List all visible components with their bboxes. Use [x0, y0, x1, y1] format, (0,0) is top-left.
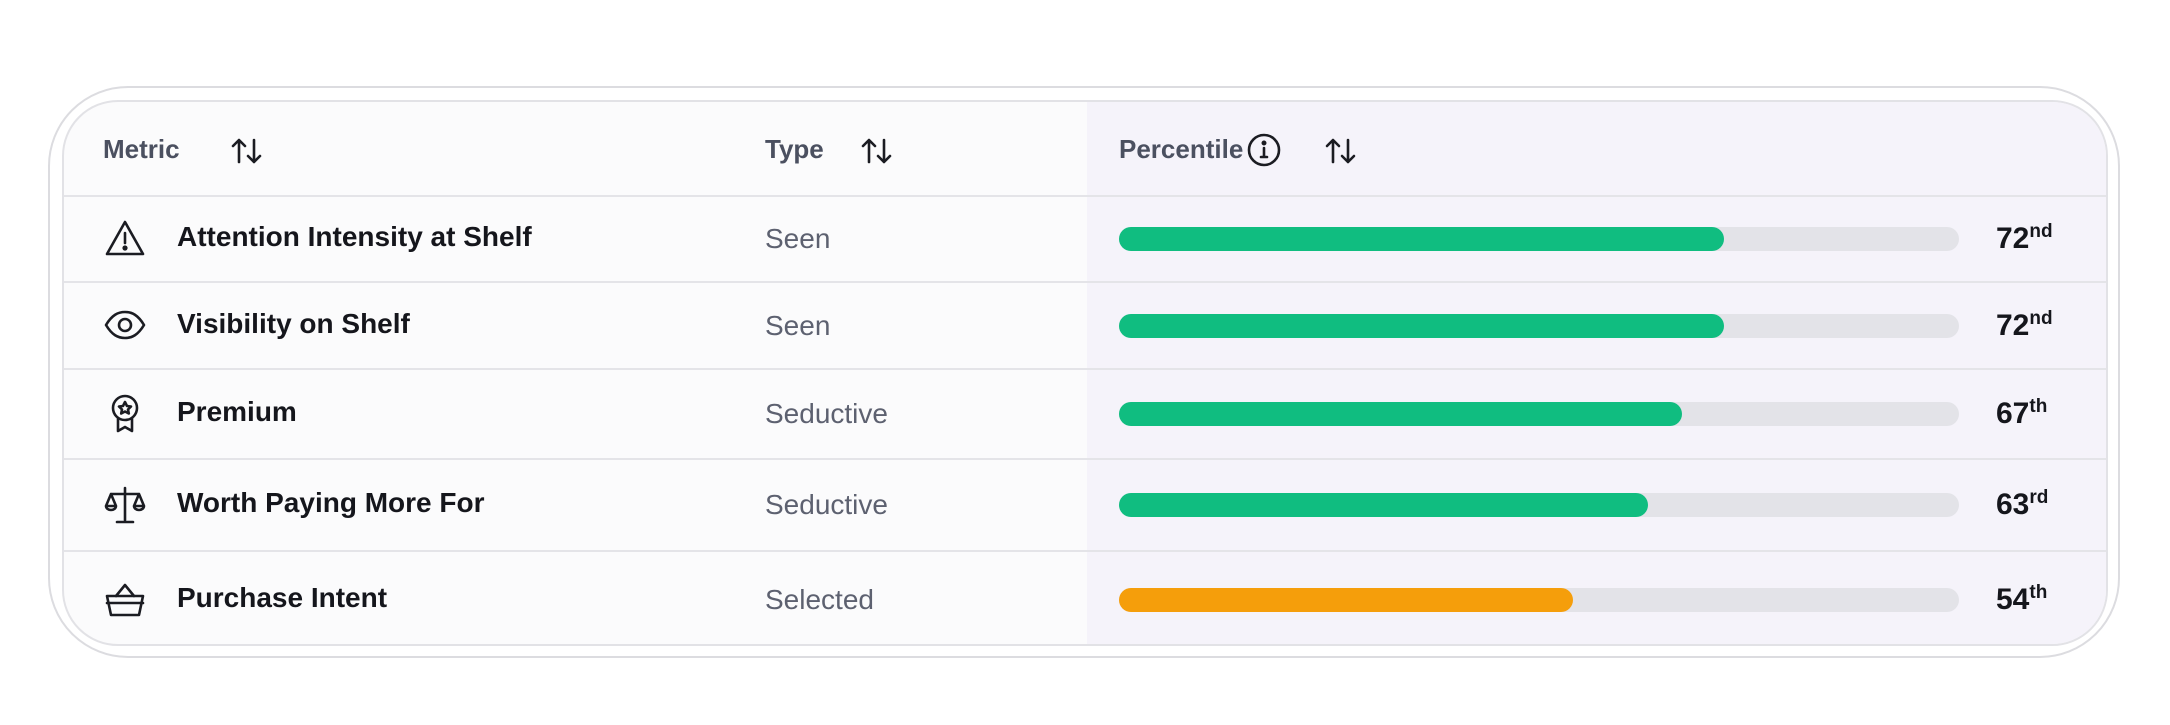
percentile-ordinal: rd: [2029, 487, 2049, 508]
header-metric[interactable]: Metric: [103, 134, 180, 164]
percentile-number: 54: [1996, 582, 2030, 616]
percentile-value: 72nd: [1996, 308, 2053, 343]
percentile-column: [1087, 102, 2106, 644]
row-separator: [64, 281, 2106, 283]
percentile-value: 67th: [1996, 396, 2047, 431]
percentile-number: 72: [1996, 308, 2030, 342]
bar-track: [1119, 493, 1959, 517]
bar-fill: [1119, 587, 1573, 612]
outer-frame: [48, 86, 2120, 658]
bar-fill: [1119, 313, 1724, 338]
percentile-number: 72: [1996, 222, 2030, 255]
percentile-ordinal: th: [2029, 396, 2048, 417]
info-icon[interactable]: [1246, 132, 1282, 168]
sort-icon[interactable]: [860, 136, 894, 166]
metric-icon: [111, 394, 139, 433]
percentile-number: 63: [1996, 488, 2030, 521]
metric-name: Attention Intensity at Shelf: [177, 221, 532, 252]
metric-icon: [104, 310, 146, 339]
bar-fill: [1119, 493, 1649, 517]
percentile-value: 63rd: [1996, 487, 2048, 522]
row-separator: [64, 458, 2106, 460]
bar-track: [1119, 587, 1959, 612]
metric-type: Selected: [765, 583, 874, 615]
bar-track: [1119, 402, 1959, 426]
metric-type: Seen: [765, 309, 831, 341]
row-separator: [64, 550, 2106, 552]
sort-icon[interactable]: [230, 136, 264, 166]
header-percentile[interactable]: Percentile: [1119, 134, 1244, 164]
bar-track: [1119, 227, 1959, 251]
percentile-ordinal: nd: [2029, 307, 2053, 329]
sort-icon[interactable]: [1324, 136, 1358, 166]
percentile-number: 67: [1996, 397, 2030, 430]
metric-type: Seductive: [765, 489, 888, 520]
bar-fill: [1119, 402, 1682, 426]
metric-name: Visibility on Shelf: [177, 307, 410, 339]
metric-name: Purchase Intent: [177, 581, 388, 613]
header-type[interactable]: Type: [765, 134, 824, 164]
metric-icon: [105, 220, 145, 256]
percentile-ordinal: nd: [2029, 221, 2053, 242]
percentile-value: 72nd: [1996, 221, 2053, 256]
row-separator: [64, 368, 2106, 370]
metric-type: Seen: [765, 223, 831, 254]
percentile-ordinal: th: [2029, 581, 2048, 603]
metric-icon: [105, 583, 145, 616]
metric-name: Worth Paying More For: [177, 487, 485, 518]
metric-type: Seductive: [765, 398, 888, 429]
metric-icon: [104, 486, 146, 524]
table-card: Metric Type Percentile Attention Intensi…: [62, 100, 2108, 646]
row-separator: [64, 195, 2106, 197]
metric-name: Premium: [177, 396, 297, 427]
bar-track: [1119, 313, 1959, 338]
percentile-value: 54th: [1996, 582, 2047, 617]
bar-fill: [1119, 227, 1724, 251]
